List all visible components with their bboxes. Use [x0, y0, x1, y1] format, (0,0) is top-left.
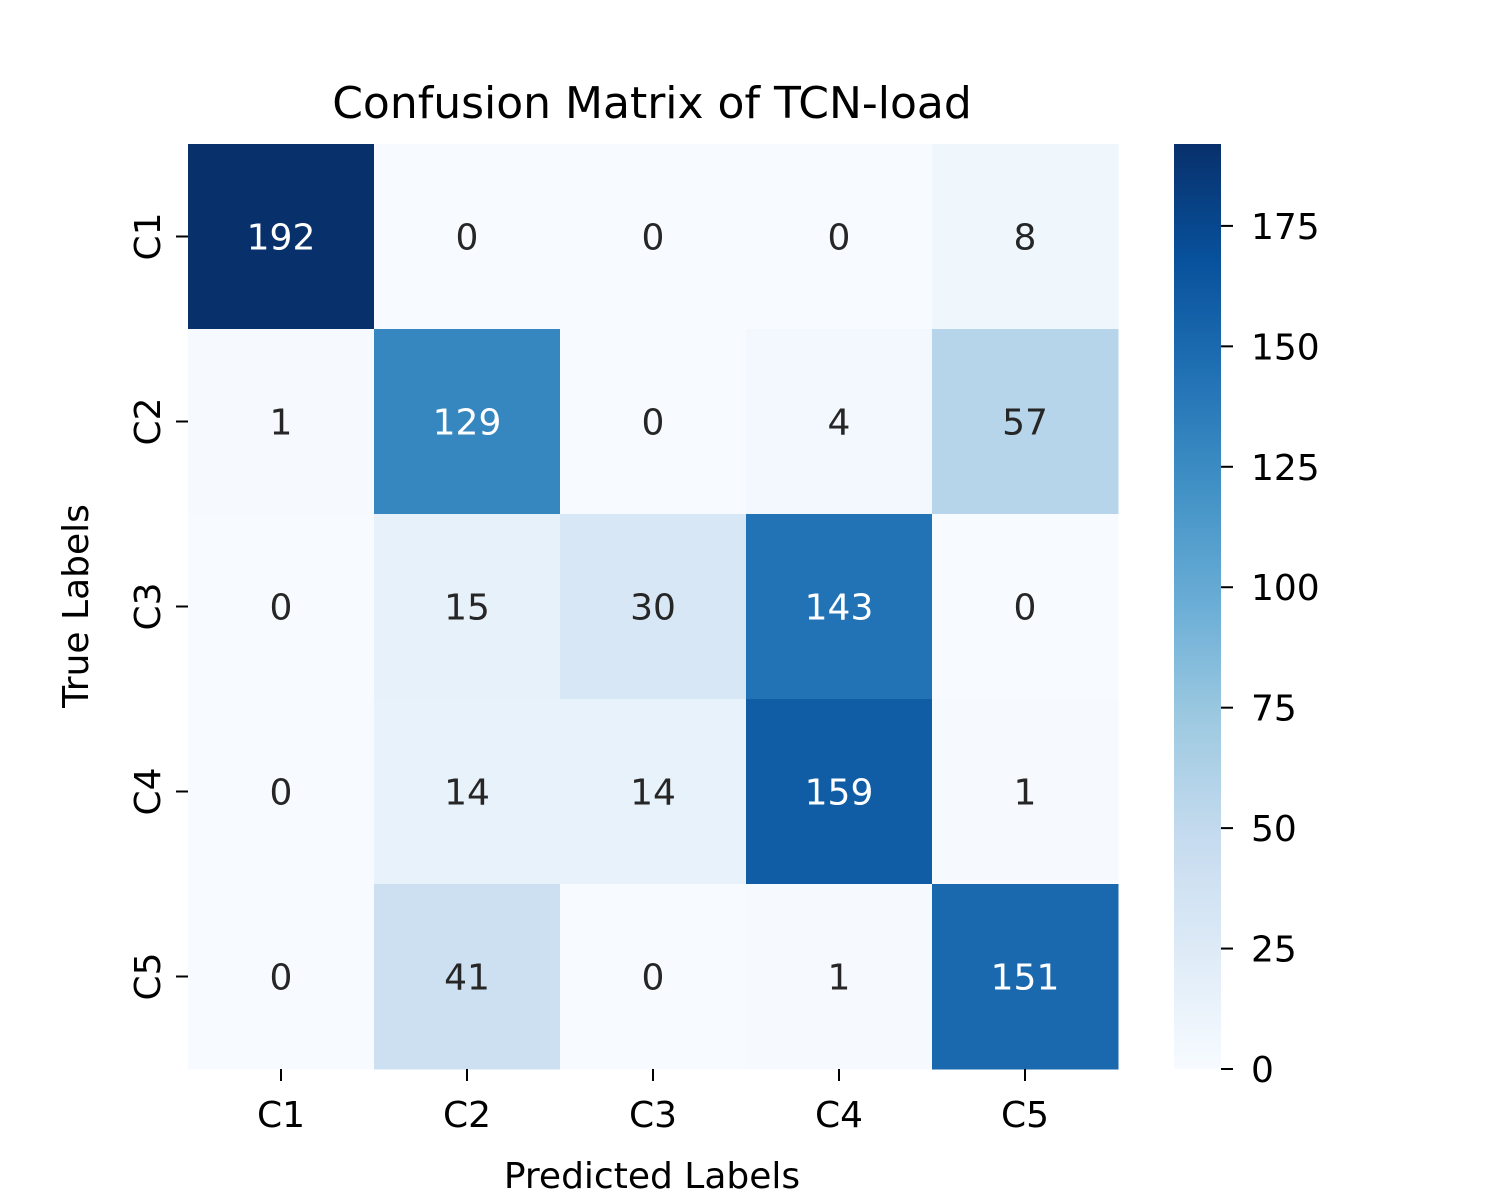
cell-value-label: 1: [270, 403, 293, 444]
cell-value-label: 0: [642, 218, 665, 259]
heatmap-cell: [188, 699, 375, 885]
cell-value-label: 0: [456, 218, 479, 259]
x-tick-label: C1: [257, 1095, 305, 1136]
y-tick-label: C2: [128, 397, 169, 445]
heatmap-cell: [560, 699, 747, 885]
cell-value-label: 4: [828, 403, 851, 444]
heatmap-cell: [188, 514, 375, 700]
heatmap-cell: [932, 144, 1119, 330]
heatmap-cell: [746, 329, 933, 515]
heatmap-cell: [374, 699, 561, 885]
heatmap-cell: [746, 884, 933, 1070]
cell-value-label: 151: [991, 958, 1060, 999]
colorbar-gradient: [1174, 144, 1221, 1069]
cell-value-label: 1: [828, 958, 851, 999]
colorbar-tick-label: 125: [1251, 448, 1320, 489]
cell-value-label: 8: [1014, 218, 1037, 259]
heatmap-cell: [188, 144, 375, 330]
heatmap-cell: [560, 884, 747, 1070]
heatmap-cell: [374, 144, 561, 330]
heatmap-cell: [746, 514, 933, 700]
colorbar-tick-label: 25: [1251, 930, 1297, 971]
colorbar-tick-label: 175: [1251, 207, 1320, 248]
y-tick-label: C5: [128, 952, 169, 1000]
cell-value-label: 0: [642, 403, 665, 444]
x-tick-label: C4: [815, 1095, 863, 1136]
x-tick-label: C2: [443, 1095, 491, 1136]
heatmap-cell: [188, 884, 375, 1070]
heatmap-cell-labels: 192 0 0 0 8 1 129 0 4 57 0 15 30 143 0 0 14 14 159 1 0 41 0 1 15…: [247, 218, 1060, 999]
heatmap-cell: [374, 329, 561, 515]
cell-value-label: 143: [805, 588, 874, 629]
heatmap-cell: [188, 329, 375, 515]
heatmap-cell: [560, 329, 747, 515]
cell-value-label: 159: [805, 773, 874, 814]
heatmap-cell: [932, 514, 1119, 700]
cell-value-label: 0: [270, 958, 293, 999]
heatmap-cell: [560, 514, 747, 700]
heatmap-cell: [374, 514, 561, 700]
cell-value-label: 1: [1014, 773, 1037, 814]
colorbar-tick-label: 0: [1251, 1050, 1274, 1091]
colorbar-tick-label: 150: [1251, 327, 1320, 368]
colorbar-tick-label: 100: [1251, 568, 1320, 609]
heatmap-cell: [374, 884, 561, 1070]
colorbar-tick-label: 75: [1251, 689, 1297, 730]
heatmap-cell: [746, 699, 933, 885]
y-axis: C1 C2 C3 C4 C5: [128, 212, 188, 1001]
cell-value-label: 0: [1014, 588, 1037, 629]
heatmap-cell: [932, 329, 1119, 515]
x-axis: C1 C2 C3 C4 C5: [257, 1069, 1049, 1136]
cell-value-label: 14: [444, 773, 490, 814]
cell-value-label: 15: [444, 588, 490, 629]
y-tick-label: C3: [128, 582, 169, 630]
y-tick-label: C4: [128, 767, 169, 815]
chart-title: Confusion Matrix of TCN-load: [332, 78, 972, 129]
cell-value-label: 0: [270, 588, 293, 629]
colorbar: 0 25 50 75 100 125 150 175: [1174, 144, 1320, 1091]
cell-value-label: 192: [247, 218, 316, 259]
colorbar-tick-label: 50: [1251, 809, 1297, 850]
heatmap-cell: [932, 884, 1119, 1070]
heatmap-cell: [932, 699, 1119, 885]
cell-value-label: 0: [828, 218, 851, 259]
cell-value-label: 14: [630, 773, 676, 814]
cell-value-label: 41: [444, 958, 490, 999]
heatmap-cell: [560, 144, 747, 330]
y-axis-label: True Labels: [56, 504, 97, 709]
x-axis-label: Predicted Labels: [504, 1156, 800, 1197]
cell-value-label: 30: [630, 588, 676, 629]
cell-value-label: 129: [433, 403, 502, 444]
cell-value-label: 0: [642, 958, 665, 999]
cell-value-label: 57: [1002, 403, 1048, 444]
x-tick-label: C5: [1001, 1095, 1049, 1136]
x-tick-label: C3: [629, 1095, 677, 1136]
cell-value-label: 0: [270, 773, 293, 814]
heatmap-cells: [188, 144, 1119, 1070]
y-tick-label: C1: [128, 212, 169, 260]
heatmap-cell: [746, 144, 933, 330]
